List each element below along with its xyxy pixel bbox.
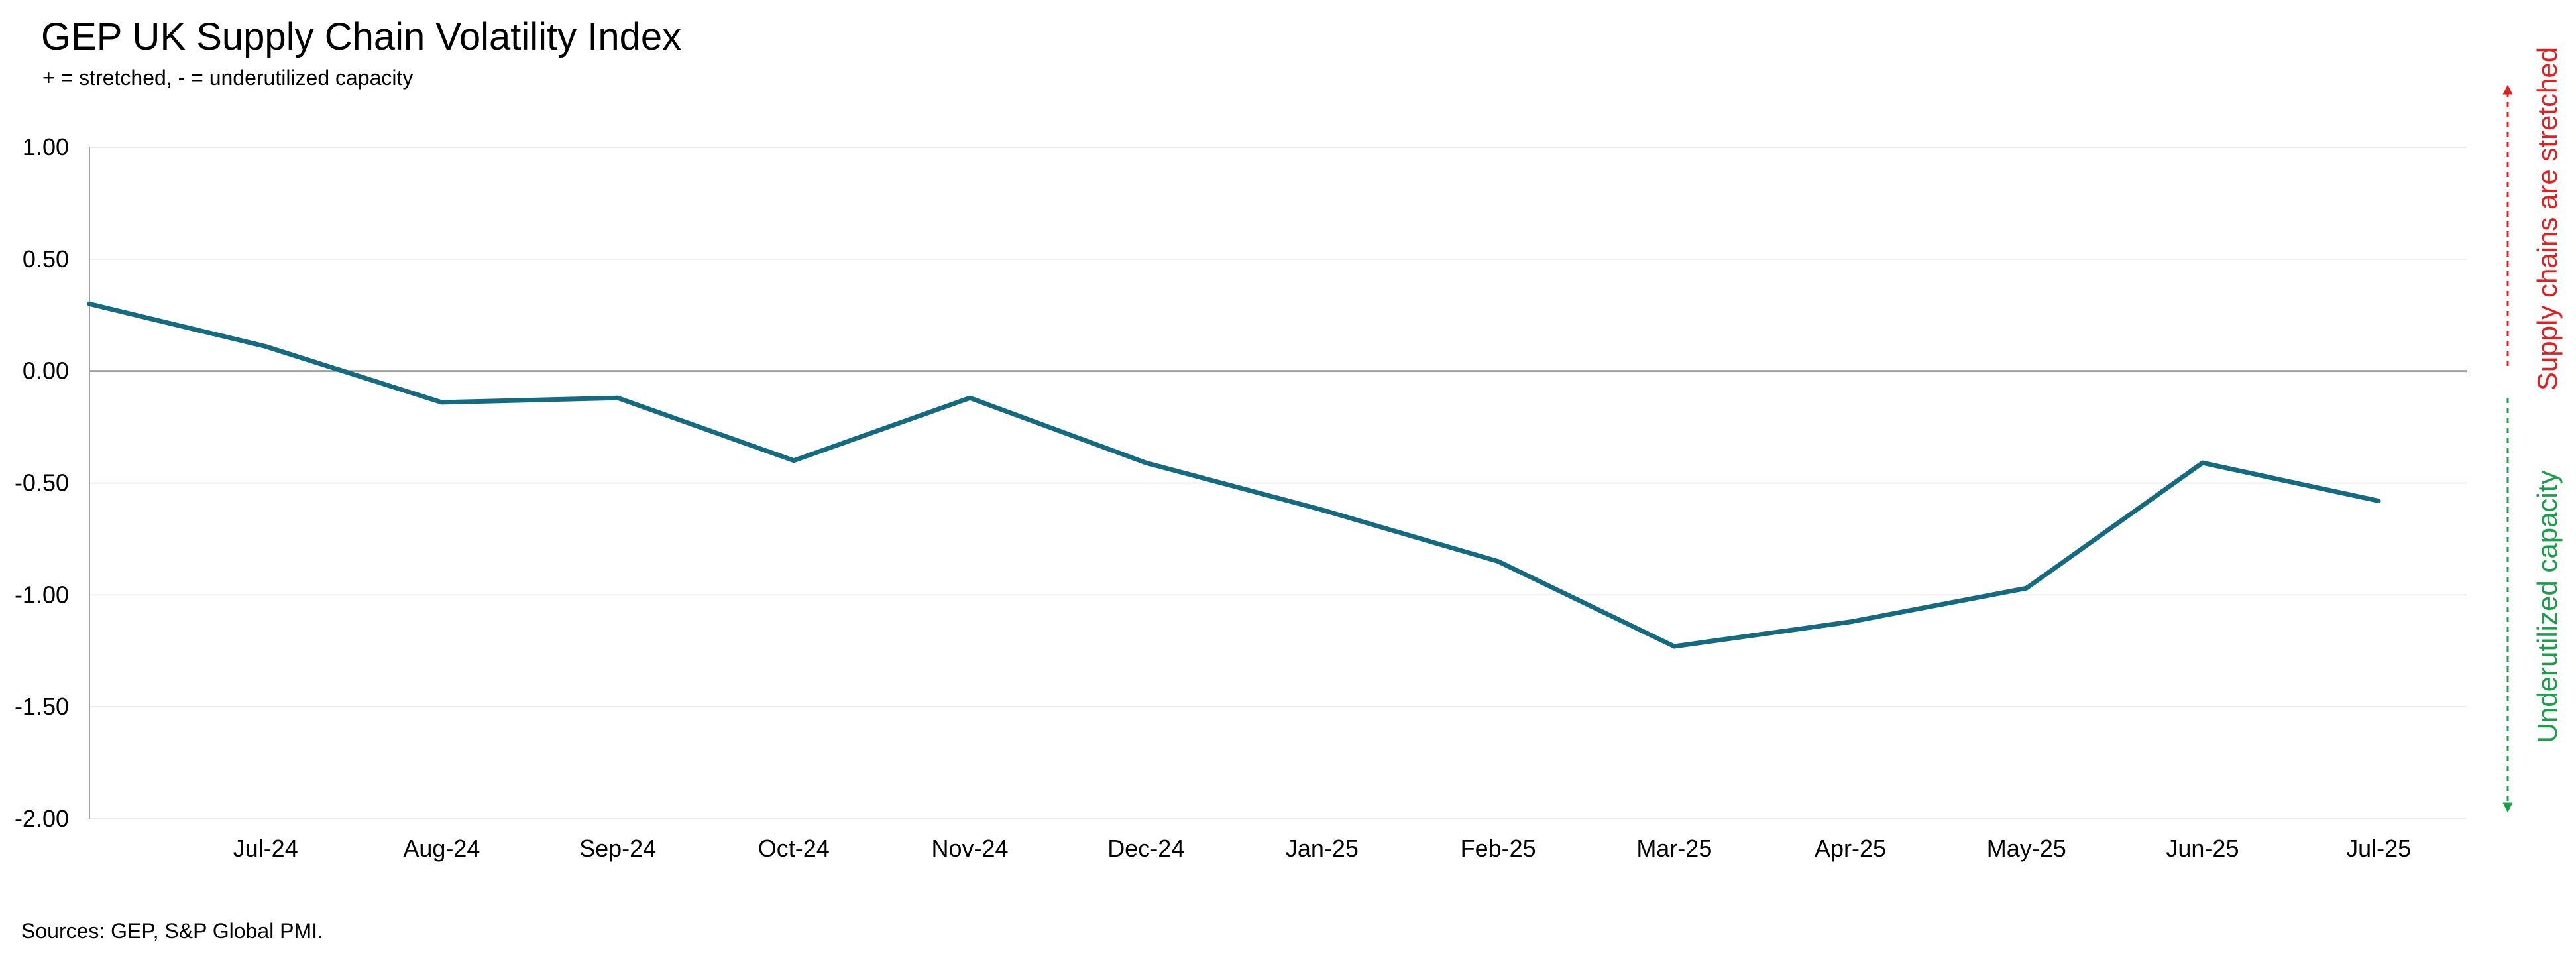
data-point [1673, 645, 1675, 647]
x-tick-label: Jan-25 [1286, 835, 1359, 862]
data-point [1850, 621, 1852, 623]
underutilized-label: Underutilized capacity [2532, 471, 2563, 743]
chart-subtitle: + = stretched, - = underutilized capacit… [42, 66, 413, 90]
x-tick-label: Jul-24 [233, 835, 298, 862]
x-tick-label: Dec-24 [1107, 835, 1184, 862]
x-tick-label: Aug-24 [403, 835, 480, 862]
x-tick-label: Feb-25 [1461, 835, 1536, 862]
y-tick-label: -2.00 [15, 805, 69, 832]
data-point [1321, 509, 1323, 511]
x-tick-label: Jun-25 [2166, 835, 2239, 862]
data-point [2202, 462, 2204, 464]
y-tick-label: -1.00 [15, 581, 69, 608]
x-axis-ticks: Jul-24 Aug-24 Sep-24 Oct-24 Nov-24 Dec-24 Jan-… [233, 835, 2412, 862]
series-line [87, 301, 2381, 649]
data-point [617, 397, 619, 399]
x-tick-label: Jul-25 [2346, 835, 2411, 862]
y-axis-ticks: 1.00 0.50 0.00 -0.50 -1.00 -1.50 -2.00 [15, 133, 69, 832]
y-tick-label: 0.50 [23, 245, 69, 272]
gridlines [89, 147, 2467, 819]
stretched-label: Supply chains are stretched [2532, 47, 2563, 391]
data-point [89, 303, 90, 305]
data-point [441, 401, 443, 403]
data-point [2025, 587, 2027, 589]
x-tick-label: Oct-24 [758, 835, 830, 862]
data-point [969, 397, 971, 399]
x-tick-label: Sep-24 [579, 835, 656, 862]
x-tick-label: Nov-24 [931, 835, 1008, 862]
x-tick-label: Apr-25 [1815, 835, 1886, 862]
y-tick-label: -0.50 [15, 469, 69, 497]
y-tick-label: 0.00 [23, 357, 69, 385]
x-tick-label: Mar-25 [1636, 835, 1712, 862]
series-layer [87, 301, 2381, 649]
y-tick-label: 1.00 [23, 133, 69, 160]
data-point [2378, 500, 2380, 502]
source-note: Sources: GEP, S&P Global PMI. [21, 919, 323, 943]
x-tick-label: May-25 [1987, 835, 2066, 862]
data-point [264, 345, 266, 347]
data-point [1497, 560, 1499, 562]
data-point [793, 459, 795, 461]
y-tick-label: -1.50 [15, 693, 69, 720]
data-point [1145, 462, 1147, 464]
chart-title: GEP UK Supply Chain Volatility Index [41, 15, 681, 58]
